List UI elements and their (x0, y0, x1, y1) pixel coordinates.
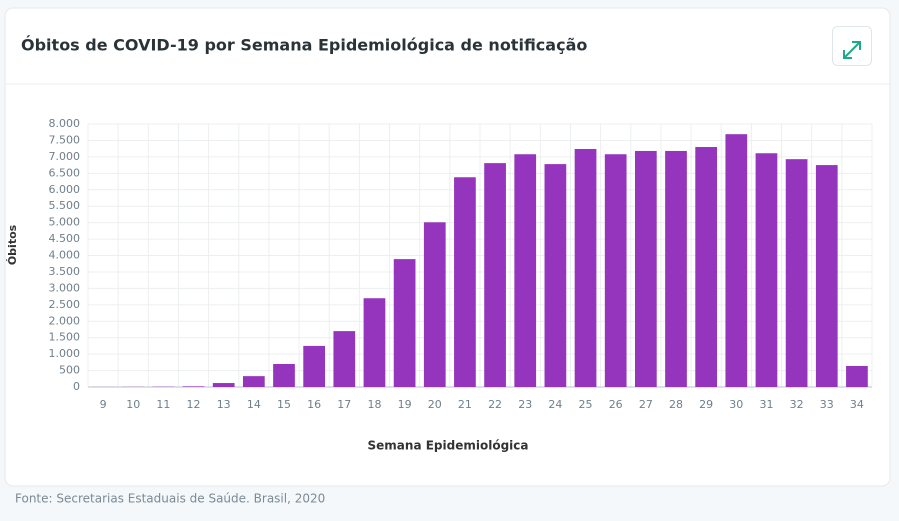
x-tick-label: 12 (187, 398, 201, 411)
bar (484, 163, 506, 387)
bar (545, 164, 567, 387)
x-tick-label: 13 (217, 398, 231, 411)
x-tick-label: 10 (126, 398, 140, 411)
bar (605, 154, 627, 387)
bar (243, 376, 265, 387)
bar (394, 259, 416, 387)
x-tick-label: 32 (790, 398, 804, 411)
x-tick-label: 15 (277, 398, 291, 411)
x-tick-label: 21 (458, 398, 472, 411)
bar (454, 177, 476, 387)
y-tick-label: 6.500 (49, 166, 81, 179)
y-tick-label: 7.000 (49, 150, 81, 163)
x-tick-label: 17 (337, 398, 351, 411)
y-tick-label: 5.000 (49, 216, 81, 229)
x-tick-label: 26 (609, 398, 623, 411)
y-tick-label: 1.000 (49, 347, 81, 360)
chart-title: Óbitos de COVID-19 por Semana Epidemioló… (21, 36, 587, 55)
x-tick-label: 27 (639, 398, 653, 411)
bar (364, 298, 386, 387)
x-tick-label: 33 (820, 398, 834, 411)
y-tick-label: 3.500 (49, 265, 81, 278)
y-tick-label: 7.500 (49, 133, 81, 146)
y-axis-label: Óbitos (6, 224, 19, 265)
x-tick-label: 31 (759, 398, 773, 411)
bar (635, 151, 657, 387)
y-tick-label: 2.500 (49, 298, 81, 311)
y-tick-label: 4.000 (49, 249, 81, 262)
x-tick-label: 20 (428, 398, 442, 411)
x-tick-label: 11 (156, 398, 170, 411)
bar (424, 222, 446, 387)
x-tick-label: 9 (100, 398, 107, 411)
x-tick-label: 34 (850, 398, 864, 411)
bar (725, 134, 747, 387)
bar (846, 366, 868, 387)
x-tick-label: 18 (367, 398, 381, 411)
bar (514, 154, 536, 387)
bar (273, 364, 295, 387)
bar (213, 383, 235, 387)
bar (695, 147, 717, 387)
y-tick-label: 0 (73, 380, 80, 393)
bar (786, 159, 808, 387)
y-tick-label: 1.500 (49, 331, 81, 344)
bar (183, 386, 205, 387)
y-tick-label: 6.000 (49, 183, 81, 196)
bar (665, 151, 687, 387)
y-tick-label: 4.500 (49, 232, 81, 245)
x-tick-label: 16 (307, 398, 321, 411)
bar (756, 153, 778, 387)
x-tick-label: 28 (669, 398, 683, 411)
expand-button[interactable] (833, 27, 872, 66)
x-tick-label: 22 (488, 398, 502, 411)
y-tick-label: 500 (59, 364, 80, 377)
y-tick-label: 3.000 (49, 281, 81, 294)
x-tick-label: 19 (398, 398, 412, 411)
bar (575, 149, 597, 387)
y-tick-label: 8.000 (49, 117, 81, 130)
bar (333, 331, 355, 387)
x-axis-label: Semana Epidemiológica (368, 439, 529, 453)
x-tick-label: 25 (579, 398, 593, 411)
source-note: Fonte: Secretarias Estaduais de Saúde. B… (15, 492, 325, 506)
x-tick-label: 29 (699, 398, 713, 411)
x-tick-label: 24 (548, 398, 562, 411)
y-tick-label: 2.000 (49, 314, 81, 327)
x-tick-label: 23 (518, 398, 532, 411)
bar (303, 346, 325, 387)
y-tick-label: 5.500 (49, 199, 81, 212)
bar (816, 165, 838, 387)
x-tick-label: 14 (247, 398, 261, 411)
x-tick-label: 30 (729, 398, 743, 411)
